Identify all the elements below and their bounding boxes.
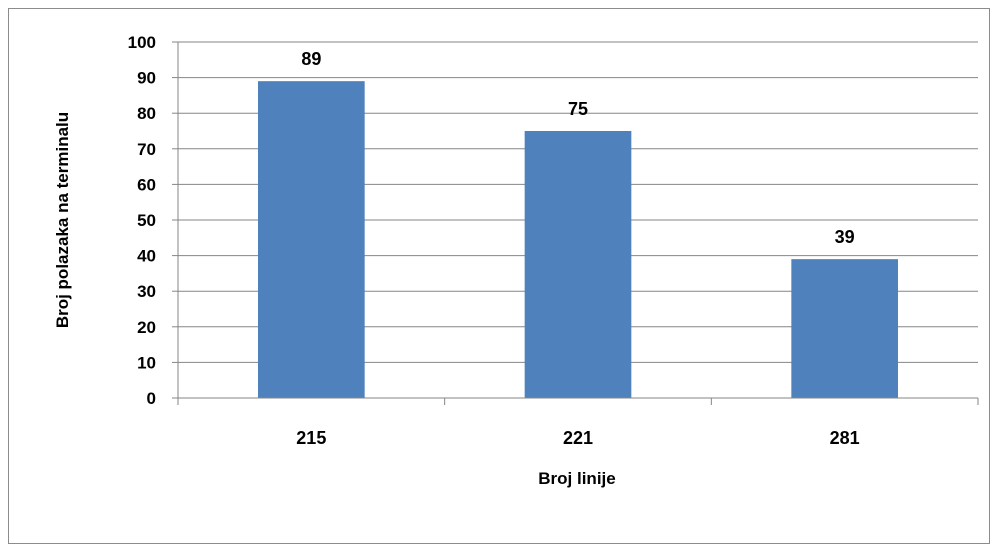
data-label-281: 39: [835, 227, 855, 247]
y-tick-label: 0: [147, 389, 156, 408]
y-tick-label: 40: [137, 247, 156, 266]
bar-281: [791, 259, 898, 398]
y-axis-title: Broj polazaka na terminalu: [53, 112, 72, 328]
y-tick-label: 100: [128, 33, 156, 52]
y-tick-label: 70: [137, 140, 156, 159]
x-tick-labels: 215 221 281: [296, 428, 859, 448]
y-tick-label: 80: [137, 104, 156, 123]
data-labels: 89 75 39: [301, 49, 854, 247]
data-label-221: 75: [568, 99, 588, 119]
bar-215: [258, 81, 365, 398]
y-tick-label: 10: [137, 353, 156, 372]
y-tick-label: 90: [137, 69, 156, 88]
x-tick-label-221: 221: [563, 428, 593, 448]
x-axis-title: Broj linije: [538, 469, 615, 488]
bar-221: [524, 131, 632, 398]
y-tick-label: 20: [137, 318, 156, 337]
y-tick-labels: 0 10 20 30 40 50 60 70 80 90 100: [128, 33, 156, 408]
y-tick-label: 50: [137, 211, 156, 230]
axes: [172, 41, 979, 405]
y-tick-label: 60: [137, 175, 156, 194]
y-tick-label: 30: [137, 282, 156, 301]
x-tick-label-215: 215: [296, 428, 326, 448]
bars: [258, 81, 898, 398]
x-tick-label-281: 281: [830, 428, 860, 448]
data-label-215: 89: [301, 49, 321, 69]
